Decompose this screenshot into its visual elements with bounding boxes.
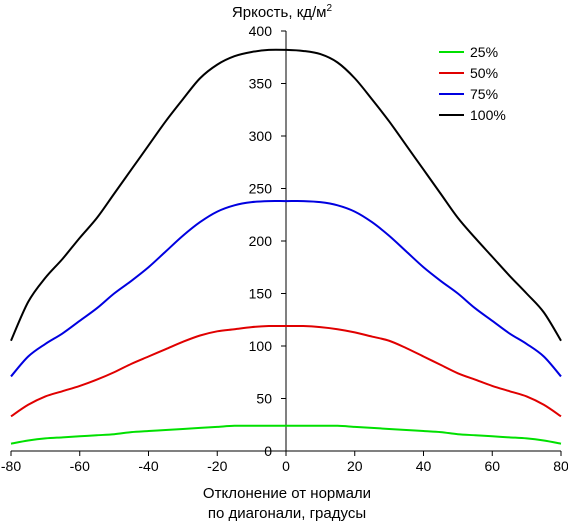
x-axis-title-line-2: по диагонали, градусы [208,505,366,522]
x-tick-label: 80 [553,458,568,474]
series-line-75-percent [10,200,562,378]
y-tick-label: 400 [249,23,273,39]
y-tick-label: 350 [249,76,273,92]
y-tick-label: 0 [264,443,272,459]
series-line-25-percent [10,424,562,445]
legend-label: 100% [470,107,506,123]
x-tick-label: 0 [282,458,290,474]
x-tick-label: -20 [207,458,227,474]
legend-label: 50% [470,65,498,81]
series-line-50-percent [10,324,562,418]
y-axis-title-main: Яркость, кд/м [232,4,327,21]
y-tick-label: 300 [249,128,273,144]
y-tick-label: 100 [249,338,273,354]
axes: -80 -60 -40 -20 0 20 40 60 80 0 50 100 150 200 250 300 3… [1,23,568,474]
x-tick-label: -40 [138,458,158,474]
x-tick-label: 40 [416,458,432,474]
x-tick-label: 60 [484,458,500,474]
x-tick-label: 20 [347,458,363,474]
y-axis-title: Яркость, кд/м2 [232,3,333,21]
y-tick-label: 200 [249,233,273,249]
y-axis-title-superscript: 2 [327,3,333,14]
legend: 25% 50% 75% 100% [439,44,506,123]
x-tick-label: -60 [70,458,90,474]
legend-label: 75% [470,86,498,102]
y-tick-label: 250 [249,181,273,197]
x-tick-label: -80 [1,458,21,474]
legend-label: 25% [470,44,498,60]
y-tick-label: 150 [249,286,273,302]
x-axis-title-line-1: Отклонение от нормали [203,485,371,502]
series-layer [10,48,562,445]
y-tick-label: 50 [256,391,272,407]
series-line-100-percent [10,48,562,342]
y-axis-title-text: Яркость, кд/м2 [232,3,333,21]
